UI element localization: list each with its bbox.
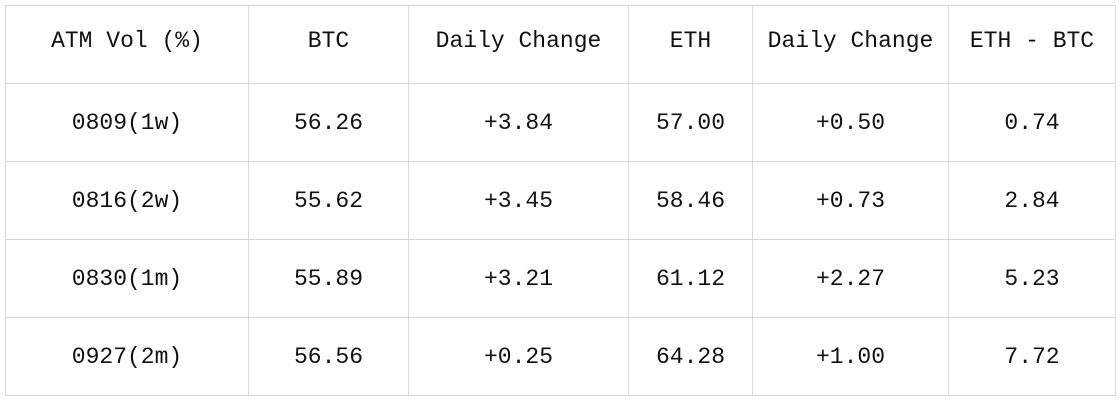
data-row: 0830(1m) 55.89 +3.21 61.12 +2.27 5.23 [5,239,1116,318]
data-row: 0809(1w) 56.26 +3.84 57.00 +0.50 0.74 [5,83,1116,162]
data-cell: +3.45 [408,161,629,240]
data-cell: 61.12 [628,239,753,318]
header-cell: Daily Change [752,5,949,84]
data-cell: +0.25 [408,317,629,396]
data-cell: 55.62 [248,161,409,240]
header-row: ATM Vol (%) BTC Daily Change ETH Daily Chang… [5,5,1116,84]
data-cell: +0.73 [752,161,949,240]
header-cell: ETH - BTC [948,5,1116,84]
vol-table: ATM Vol (%) BTC Daily Change ETH Daily Chang… [5,5,1116,396]
data-cell: 0.74 [948,83,1116,162]
data-cell: +3.21 [408,239,629,318]
row-label: 0816(2w) [5,161,249,240]
header-cell: BTC [248,5,409,84]
table-container: ATM Vol (%) BTC Daily Change ETH Daily Chang… [5,5,1116,396]
data-cell: 7.72 [948,317,1116,396]
data-cell: 56.26 [248,83,409,162]
header-cell: Daily Change [408,5,629,84]
data-cell: 2.84 [948,161,1116,240]
data-cell: +2.27 [752,239,949,318]
data-row: 0816(2w) 55.62 +3.45 58.46 +0.73 2.84 [5,161,1116,240]
data-cell: 57.00 [628,83,753,162]
row-label: 0809(1w) [5,83,249,162]
data-cell: +1.00 [752,317,949,396]
data-cell: 56.56 [248,317,409,396]
data-cell: +3.84 [408,83,629,162]
row-label: 0927(2m) [5,317,249,396]
data-cell: 64.28 [628,317,753,396]
table-body: ATM Vol (%) BTC Daily Change ETH Daily Chang… [5,5,1116,396]
header-cell: ETH [628,5,753,84]
header-cell: ATM Vol (%) [5,5,249,84]
data-cell: 58.46 [628,161,753,240]
data-cell: 5.23 [948,239,1116,318]
data-row: 0927(2m) 56.56 +0.25 64.28 +1.00 7.72 [5,317,1116,396]
data-cell: +0.50 [752,83,949,162]
row-label: 0830(1m) [5,239,249,318]
data-cell: 55.89 [248,239,409,318]
